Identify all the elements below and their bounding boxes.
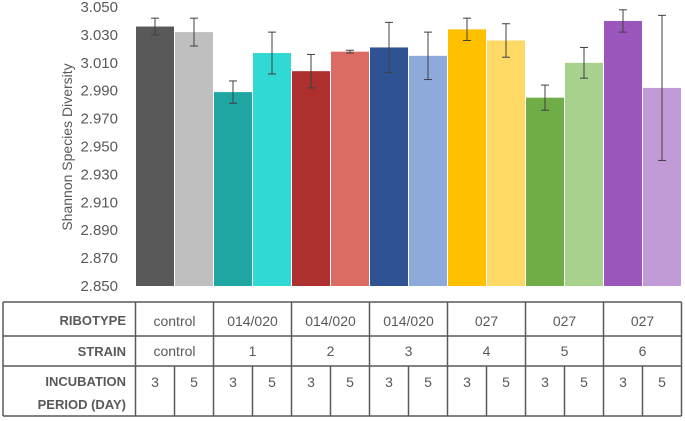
table-row-header: PERIOD (DAY) xyxy=(38,397,126,412)
bar xyxy=(214,92,252,286)
strain-cell: 3 xyxy=(405,343,413,359)
bar xyxy=(487,40,525,287)
ribotype-cell: 014/020 xyxy=(227,313,278,329)
y-tick-label: 3.010 xyxy=(80,55,118,72)
incubation-cell: 5 xyxy=(658,374,666,390)
bar xyxy=(175,32,213,286)
incubation-cell: 5 xyxy=(190,374,198,390)
y-tick-label: 3.030 xyxy=(80,27,118,44)
ribotype-cell: 014/020 xyxy=(305,313,356,329)
error-bar xyxy=(541,84,549,111)
data-table: RIBOTYPE STRAIN INCUBATION PERIOD (DAY) cont… xyxy=(2,301,683,417)
error-bar xyxy=(463,17,471,41)
y-tick-label: 2.950 xyxy=(80,139,118,156)
incubation-cell: 3 xyxy=(541,374,549,390)
error-bar xyxy=(580,46,588,79)
error-bar xyxy=(502,23,510,58)
error-bar xyxy=(385,21,393,74)
bar xyxy=(136,26,174,287)
strain-cell: 4 xyxy=(483,343,491,359)
incubation-cell: 5 xyxy=(502,374,510,390)
bars xyxy=(136,20,681,287)
table-row-header: RIBOTYPE xyxy=(60,313,127,328)
ribotype-cell: 027 xyxy=(553,313,577,329)
bar xyxy=(331,51,369,286)
incubation-cell: 3 xyxy=(229,374,237,390)
error-bar xyxy=(229,80,237,104)
ribotype-cell: control xyxy=(153,313,195,329)
error-bar xyxy=(658,14,666,161)
table-row-header: STRAIN xyxy=(78,344,126,359)
error-bar xyxy=(307,53,315,89)
y-tick-label: 2.870 xyxy=(80,250,118,267)
y-tick-label: 2.930 xyxy=(80,166,118,183)
error-bar xyxy=(190,17,198,47)
ribotype-cell: 027 xyxy=(475,313,499,329)
table-row-header: INCUBATION xyxy=(45,374,126,389)
y-tick-label: 2.850 xyxy=(80,278,118,295)
bar xyxy=(292,71,330,286)
incubation-cell: 3 xyxy=(151,374,159,390)
y-tick-label: 2.970 xyxy=(80,111,118,128)
ribotype-cell: 027 xyxy=(631,313,655,329)
incubation-cell: 5 xyxy=(268,374,276,390)
incubation-cell: 5 xyxy=(346,374,354,390)
bar xyxy=(604,20,642,286)
y-axis-label: Shannon Species Diversity xyxy=(59,63,75,230)
incubation-cell: 5 xyxy=(580,374,588,390)
error-bar xyxy=(346,49,354,54)
error-bar xyxy=(424,31,432,81)
y-tick-label: 3.050 xyxy=(80,0,118,16)
bar xyxy=(448,29,486,286)
error-bar xyxy=(268,31,276,75)
incubation-cell: 3 xyxy=(463,374,471,390)
incubation-cell: 3 xyxy=(385,374,393,390)
strain-cell: 5 xyxy=(561,343,569,359)
ribotype-cell: 014/020 xyxy=(383,313,434,329)
strain-cell: 2 xyxy=(327,343,335,359)
strain-cell: 6 xyxy=(639,343,647,359)
y-axis: 3.050 3.030 3.010 2.990 2.970 2.950 2.930 2.910… xyxy=(80,0,118,295)
error-bar xyxy=(619,9,627,33)
y-tick-label: 2.990 xyxy=(80,83,118,100)
strain-cell: 1 xyxy=(249,343,257,359)
error-bar xyxy=(151,17,159,36)
incubation-cell: 3 xyxy=(619,374,627,390)
y-tick-label: 2.910 xyxy=(80,194,118,211)
bar xyxy=(253,53,291,286)
incubation-cell: 5 xyxy=(424,374,432,390)
bar xyxy=(409,55,447,287)
bar xyxy=(526,97,564,286)
y-tick-label: 2.890 xyxy=(80,222,118,239)
incubation-cell: 3 xyxy=(307,374,315,390)
strain-cell: control xyxy=(153,343,195,359)
bar xyxy=(370,47,408,286)
error-bars xyxy=(151,9,666,161)
bar xyxy=(565,62,603,286)
